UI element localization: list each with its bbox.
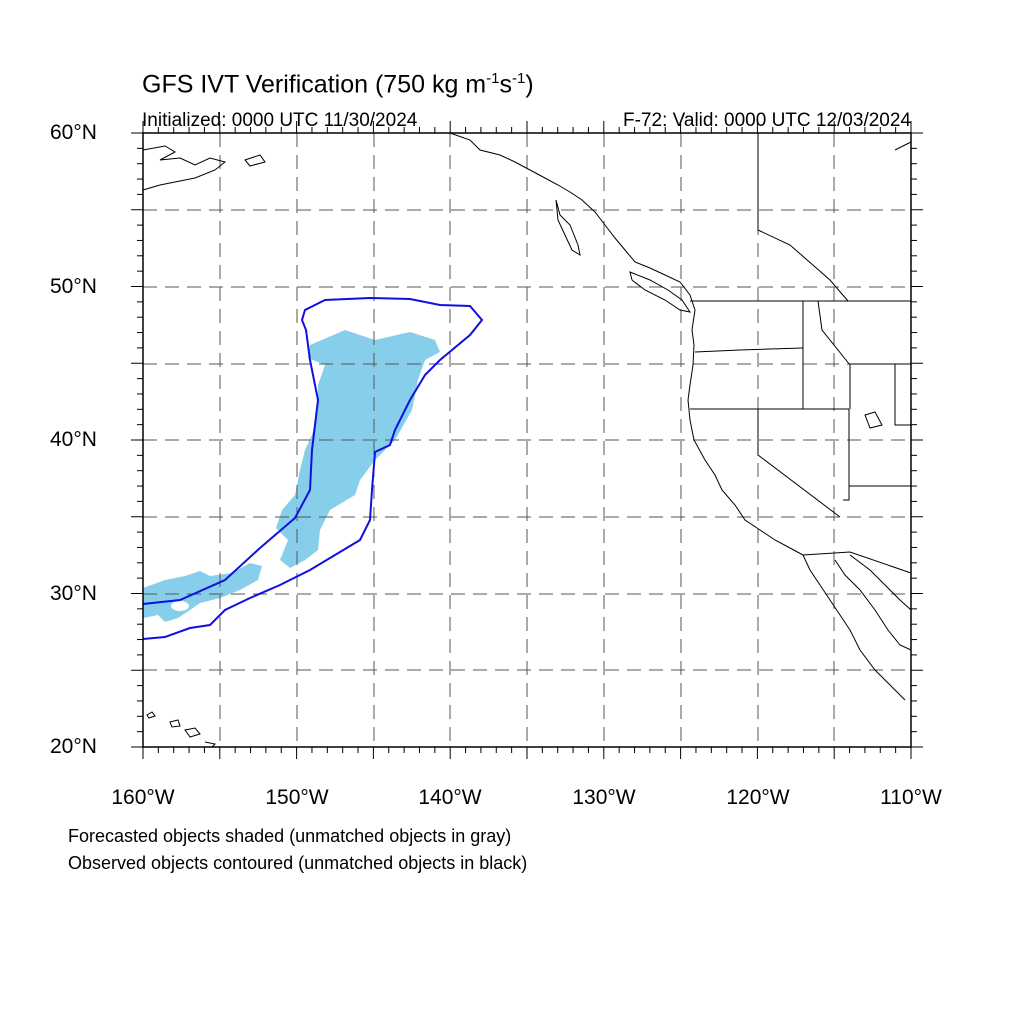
forecast-object-main xyxy=(276,330,440,568)
lon-label-110w: 110°W xyxy=(880,786,942,809)
coastlines xyxy=(142,132,912,748)
lat-label-30n: 30°N xyxy=(50,582,97,605)
lat-label-60n: 60°N xyxy=(50,121,97,144)
lon-label-160w: 160°W xyxy=(111,786,175,809)
lon-label-130w: 130°W xyxy=(572,786,636,809)
lat-label-40n: 40°N xyxy=(50,428,97,451)
state-borders xyxy=(690,133,912,574)
observed-object-contour xyxy=(142,296,484,640)
gridlines xyxy=(143,133,911,747)
tick-marks xyxy=(131,121,923,759)
lon-label-120w: 120°W xyxy=(726,786,790,809)
chart-title: GFS IVT Verification (750 kg m-1s-1) xyxy=(142,70,534,99)
forecast-note: Forecasted objects shaded (unmatched obj… xyxy=(68,826,512,846)
lon-label-140w: 140°W xyxy=(418,786,482,809)
observed-note: Observed objects contoured (unmatched ob… xyxy=(68,853,528,873)
lat-label-20n: 20°N xyxy=(50,735,97,758)
initialized-time: Initialized: 0000 UTC 11/30/2024 xyxy=(142,110,418,131)
forecast-object-tail xyxy=(143,563,262,622)
lon-label-150w: 150°W xyxy=(265,786,329,809)
valid-time: F-72: Valid: 0000 UTC 12/03/2024 xyxy=(623,110,911,131)
forecast-hole xyxy=(171,601,189,611)
lat-label-50n: 50°N xyxy=(50,275,97,298)
